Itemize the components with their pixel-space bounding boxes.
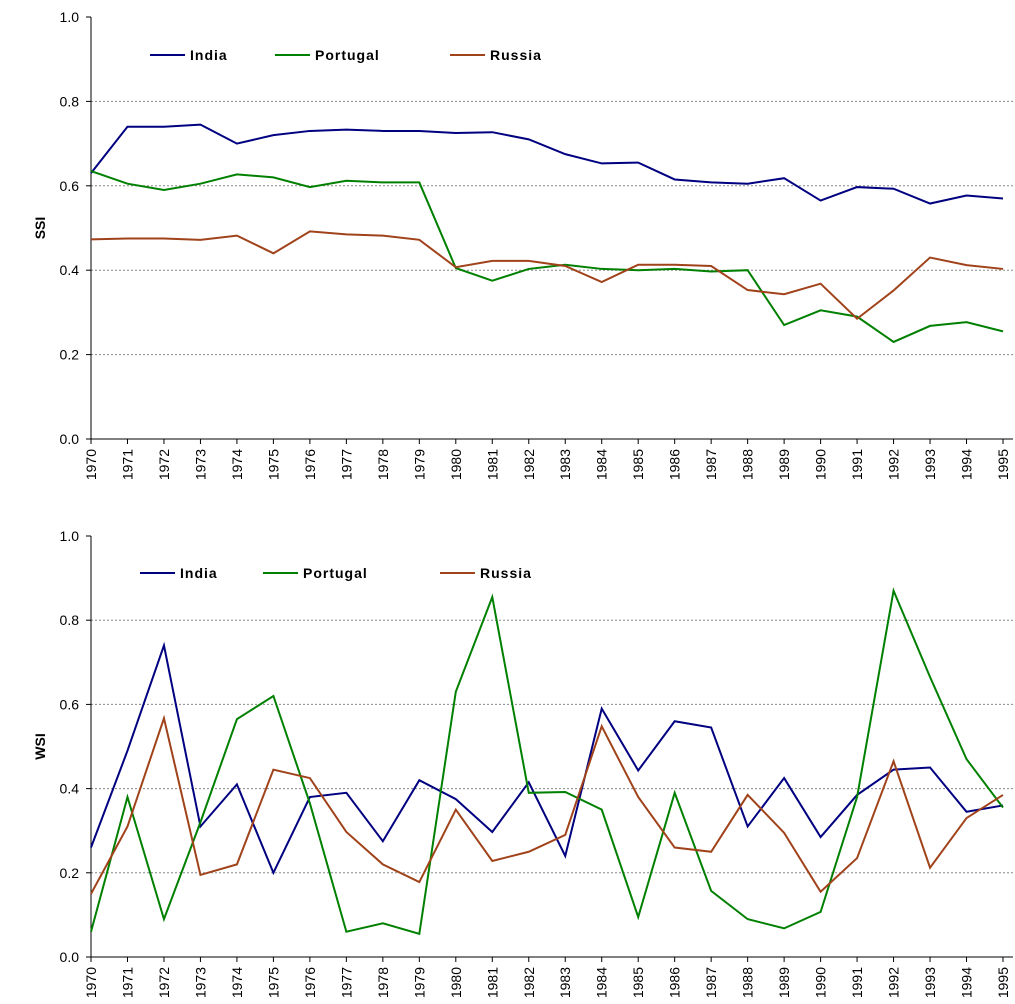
y-tick-label: 0.8 [60,612,80,628]
y-tick-label: 0.6 [60,696,80,712]
x-tick-label: 1984 [594,449,610,480]
x-tick-label: 1992 [886,967,902,998]
x-tick-label: 1988 [740,449,756,480]
x-tick-label: 1980 [448,449,464,480]
x-tick-label: 1990 [813,967,829,998]
legend-label: India [190,47,228,63]
x-tick-label: 1986 [667,967,683,998]
y-axis-title: SSI [32,217,48,240]
y-tick-label: 0.4 [60,262,80,278]
legend-label: Portugal [303,565,368,581]
x-tick-label: 1970 [83,449,99,480]
x-tick-label: 1995 [995,449,1011,480]
x-tick-label: 1974 [229,449,245,480]
x-tick-label: 1994 [959,967,975,998]
x-tick-label: 1972 [156,967,172,998]
x-tick-label: 1978 [375,449,391,480]
series-line [90,641,1004,876]
series-line [90,170,1004,344]
x-tick-label: 1972 [156,449,172,480]
x-tick-label: 1988 [740,967,756,998]
x-tick-label: 1985 [630,967,646,998]
x-tick-label: 1984 [594,967,610,998]
x-tick-label: 1989 [776,967,792,998]
x-tick-label: 1970 [83,967,99,998]
x-tick-label: 1979 [411,449,427,480]
x-tick-label: 1994 [959,449,975,480]
x-tick-label: 1981 [484,967,500,998]
x-tick-label: 1977 [338,449,354,480]
series-line [90,123,1004,205]
x-tick-label: 1975 [265,449,281,480]
x-tick-label: 1987 [703,449,719,480]
x-tick-label: 1978 [375,967,391,998]
x-tick-label: 1985 [630,449,646,480]
x-tick-label: 1981 [484,449,500,480]
y-tick-label: 0.0 [60,949,80,965]
x-tick-label: 1992 [886,449,902,480]
x-tick-label: 1971 [119,967,135,998]
legend-label: Russia [490,47,542,63]
x-tick-label: 1993 [922,449,938,480]
x-tick-label: 1982 [521,449,537,480]
y-tick-label: 0.4 [60,781,80,797]
x-tick-label: 1976 [302,967,318,998]
x-tick-label: 1977 [338,967,354,998]
series-line [90,714,1004,895]
y-tick-label: 0.2 [60,865,80,881]
series-line [90,230,1004,321]
x-tick-label: 1993 [922,967,938,998]
x-tick-label: 1982 [521,967,537,998]
y-tick-label: 0.2 [60,347,80,363]
x-tick-label: 1973 [192,449,208,480]
x-tick-label: 1973 [192,967,208,998]
x-tick-label: 1986 [667,449,683,480]
series-line [90,587,1004,936]
x-tick-label: 1991 [849,967,865,998]
x-tick-label: 1974 [229,967,245,998]
y-tick-label: 1.0 [60,528,80,544]
y-tick-label: 0.8 [60,93,80,109]
y-tick-label: 1.0 [60,9,80,25]
x-tick-label: 1987 [703,967,719,998]
x-tick-label: 1991 [849,449,865,480]
x-tick-label: 1983 [557,449,573,480]
y-tick-label: 0.0 [60,431,80,447]
x-tick-label: 1989 [776,449,792,480]
x-tick-label: 1979 [411,967,427,998]
legend-label: Russia [480,565,532,581]
legend-label: India [180,565,218,581]
x-tick-label: 1976 [302,449,318,480]
y-tick-label: 0.6 [60,178,80,194]
x-tick-label: 1990 [813,449,829,480]
x-tick-label: 1975 [265,967,281,998]
legend-label: Portugal [315,47,380,63]
x-tick-label: 1980 [448,967,464,998]
y-axis-title: WSI [32,733,48,759]
x-tick-label: 1983 [557,967,573,998]
x-tick-label: 1995 [995,967,1011,998]
x-tick-label: 1971 [119,449,135,480]
